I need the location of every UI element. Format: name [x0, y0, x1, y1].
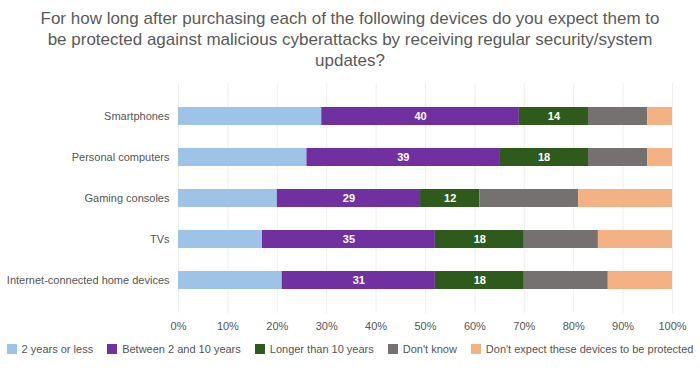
- svg-text:Smartphones: Smartphones: [104, 110, 170, 122]
- svg-text:100%: 100%: [658, 320, 686, 332]
- svg-text:39: 39: [397, 151, 409, 163]
- html-text:Don't know: Don't know: [402, 343, 457, 355]
- svg-text:12: 12: [444, 192, 456, 204]
- svg-text:31: 31: [353, 274, 365, 286]
- svg-text:Internet-connected home device: Internet-connected home devices: [7, 274, 170, 286]
- svg-text:90%: 90%: [612, 320, 634, 332]
- html-text:Don't expect these devices to: Don't expect these devices to be protect…: [485, 343, 694, 355]
- svg-text:50%: 50%: [414, 320, 436, 332]
- svg-text:29: 29: [343, 192, 355, 204]
- svg-text:60%: 60%: [464, 320, 486, 332]
- svg-text:40%: 40%: [365, 320, 387, 332]
- svg-text:0%: 0%: [171, 320, 187, 332]
- html-text:Between 2 and 10 years: Between 2 and 10 years: [122, 343, 241, 355]
- svg-text:35: 35: [343, 233, 355, 245]
- svg-text:20%: 20%: [266, 320, 288, 332]
- html-text:Longer than 10 years: Longer than 10 years: [269, 343, 374, 355]
- svg-text:10%: 10%: [217, 320, 239, 332]
- svg-text:TVs: TVs: [150, 233, 170, 245]
- html-text:2 years or less: 2 years or less: [21, 343, 94, 355]
- svg-text:Personal computers: Personal computers: [72, 151, 170, 163]
- svg-text:30%: 30%: [316, 320, 338, 332]
- svg-text:Gaming consoles: Gaming consoles: [85, 192, 170, 204]
- svg-text:18: 18: [538, 151, 550, 163]
- html-text:For how long after purchasing: For how long after purchasing each of th…: [40, 9, 660, 70]
- svg-text:70%: 70%: [513, 320, 535, 332]
- svg-text:40: 40: [414, 110, 426, 122]
- svg-text:18: 18: [474, 233, 486, 245]
- svg-text:18: 18: [474, 274, 486, 286]
- svg-text:80%: 80%: [563, 320, 585, 332]
- svg-text:14: 14: [548, 110, 561, 122]
